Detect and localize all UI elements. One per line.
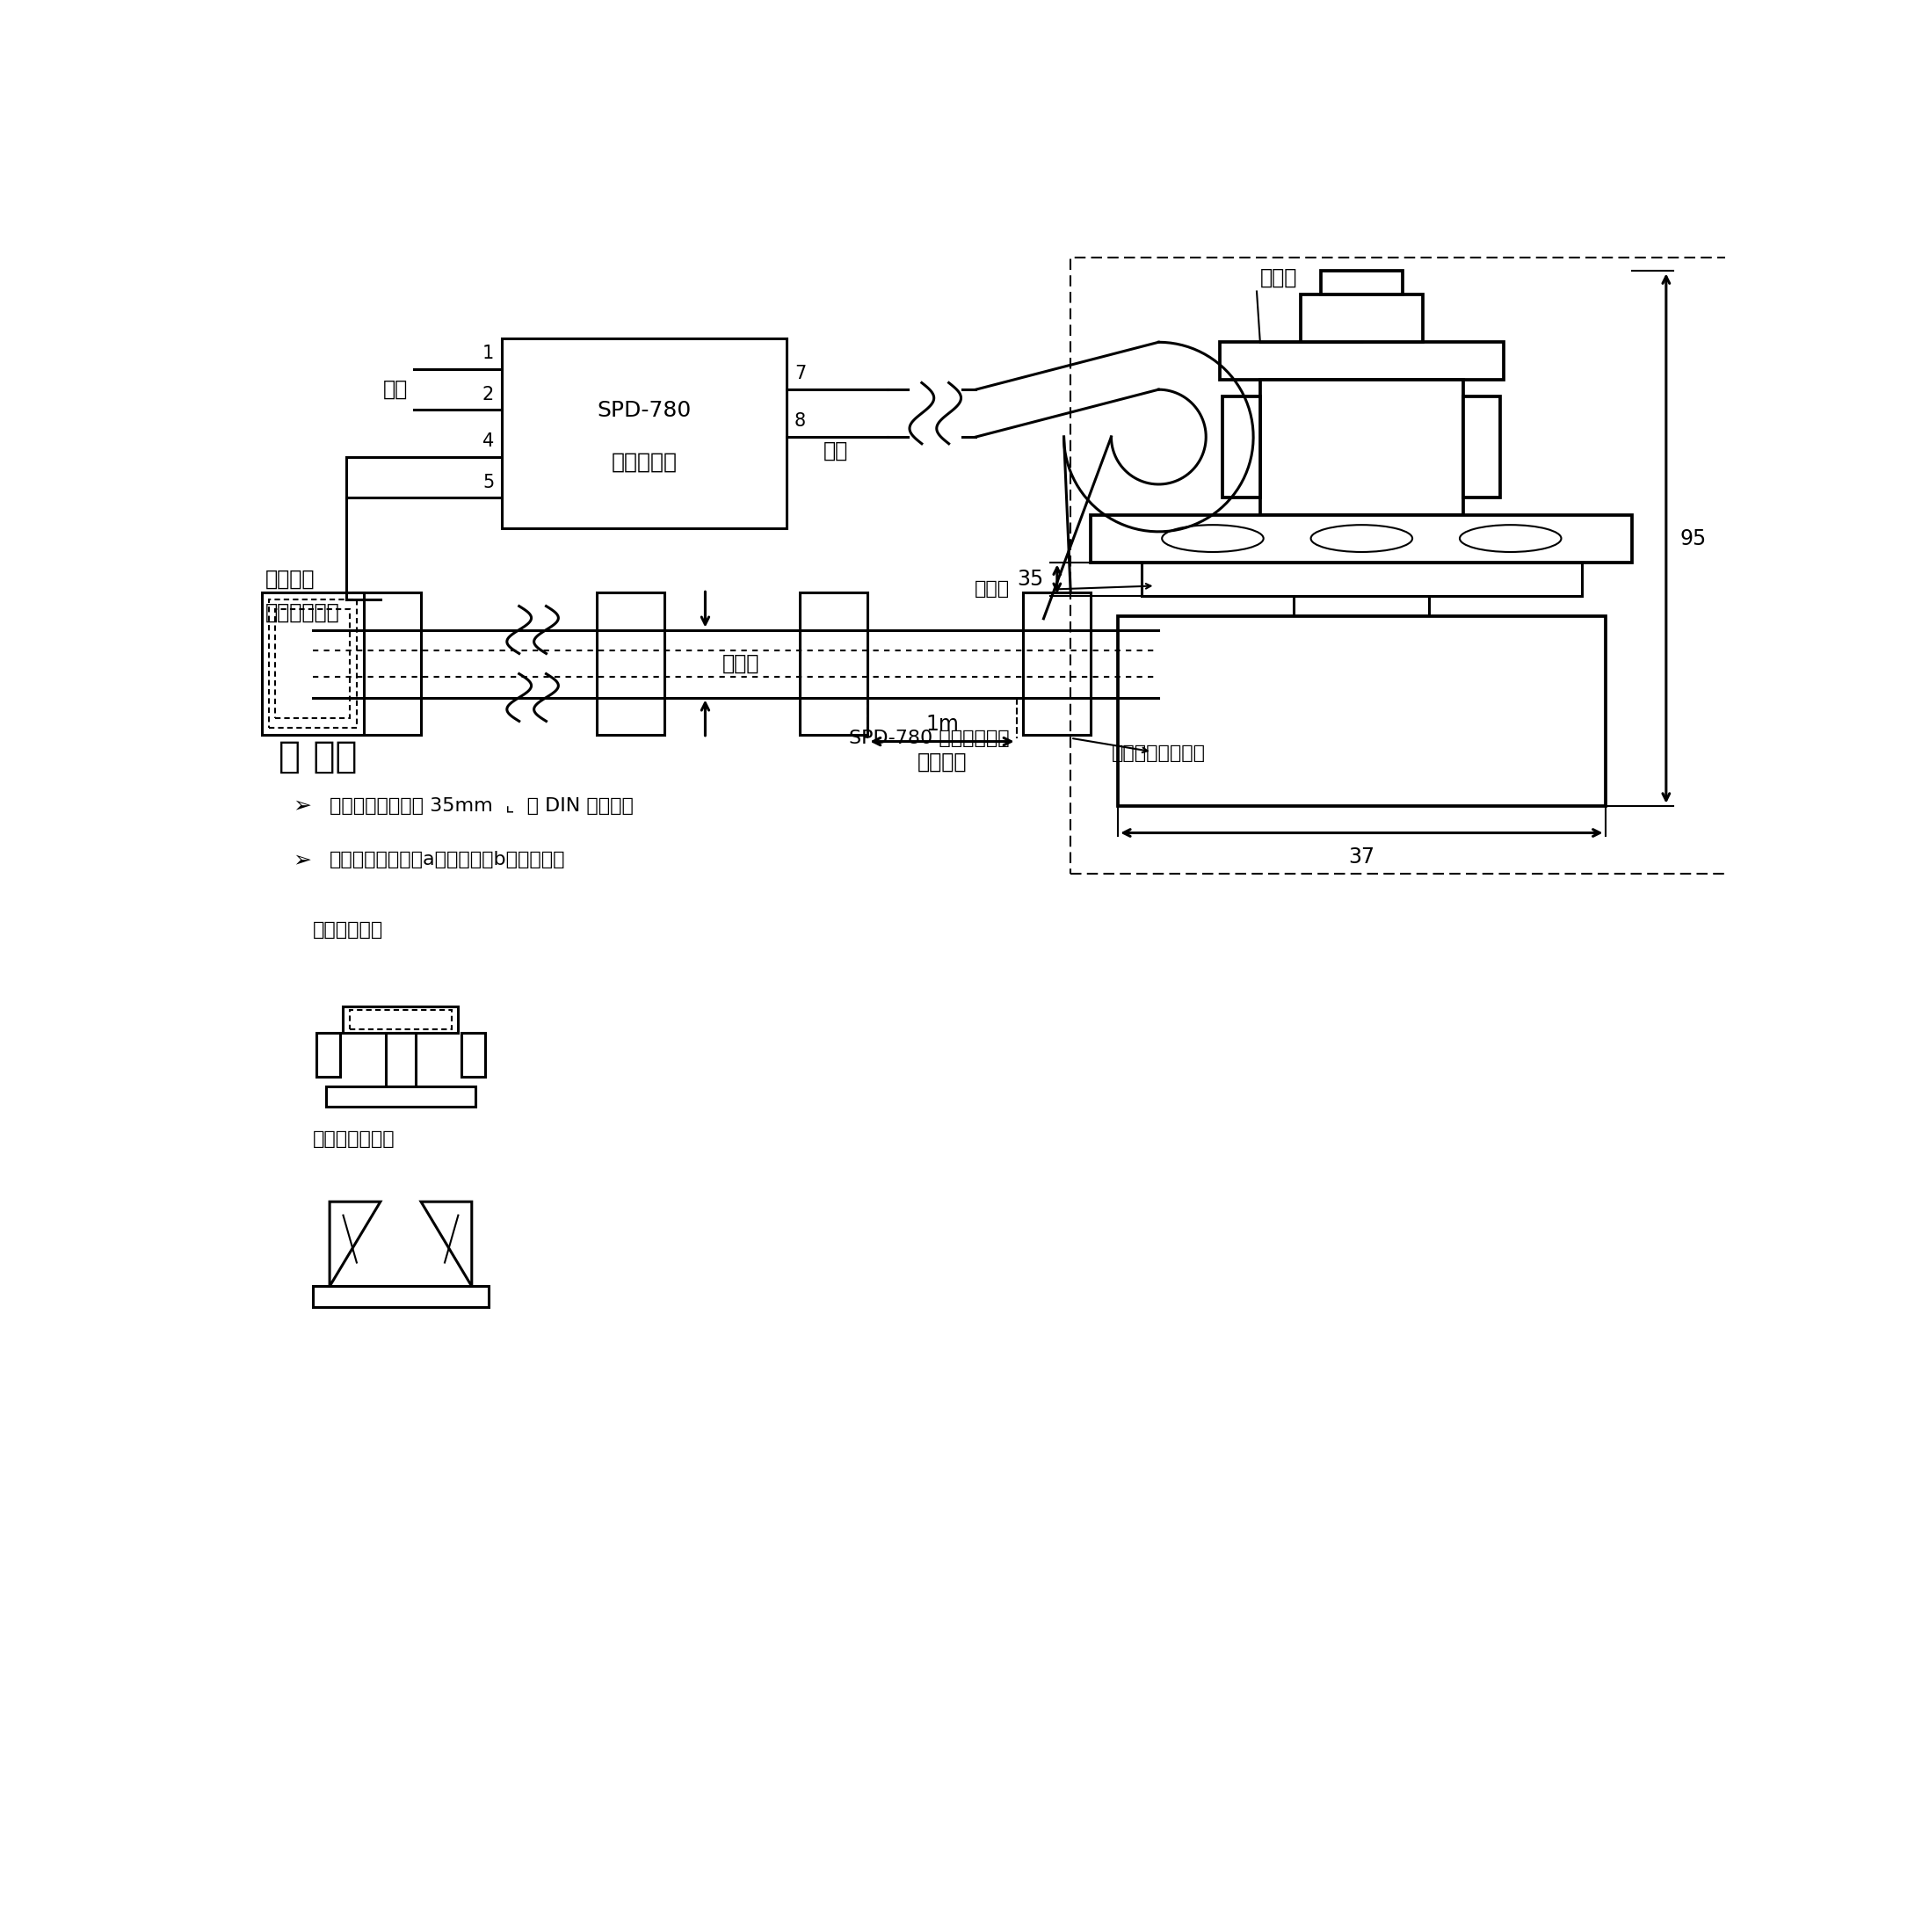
Bar bbox=[502, 338, 786, 527]
Bar bbox=[1294, 595, 1430, 616]
Bar bbox=[344, 1007, 457, 1032]
Text: 35: 35 bbox=[1017, 568, 1044, 589]
Text: 水浸适配器: 水浸适配器 bbox=[611, 452, 677, 473]
Text: 5: 5 bbox=[482, 473, 494, 491]
Text: 检测线: 检测线 bbox=[723, 653, 759, 674]
Text: SPD-780: SPD-780 bbox=[598, 400, 692, 421]
Bar bbox=[800, 593, 867, 734]
Text: 双面胶夹示意图: 双面胶夹示意图 bbox=[313, 1130, 396, 1148]
Bar bbox=[315, 1032, 340, 1076]
Bar bbox=[354, 593, 421, 734]
Text: SPD-780 水浸适配器底: SPD-780 水浸适配器底 bbox=[850, 728, 1009, 748]
Text: ➢: ➢ bbox=[292, 850, 311, 871]
Bar bbox=[1463, 396, 1501, 498]
Bar bbox=[461, 1032, 484, 1076]
Bar bbox=[1023, 593, 1092, 734]
Bar bbox=[598, 593, 665, 734]
Text: 开关量输入端: 开关量输入端 bbox=[265, 603, 340, 622]
Bar bbox=[327, 1086, 475, 1107]
Bar bbox=[313, 1287, 488, 1306]
Bar bbox=[269, 599, 357, 728]
Text: 2: 2 bbox=[482, 386, 494, 404]
Text: 安装夹示意图: 安装夹示意图 bbox=[313, 922, 382, 939]
Bar bbox=[1219, 342, 1503, 379]
Text: 4: 4 bbox=[482, 433, 494, 450]
Text: 1: 1 bbox=[482, 346, 494, 363]
Bar bbox=[1261, 379, 1463, 514]
Ellipse shape bbox=[1311, 526, 1413, 553]
Text: 1m: 1m bbox=[924, 713, 959, 734]
Text: 标准配置: 标准配置 bbox=[917, 752, 967, 773]
Text: 检测线安装方式：a、安装夹；b、双面胶夹: 检测线安装方式：a、安装夹；b、双面胶夹 bbox=[331, 852, 565, 869]
Text: ➢: ➢ bbox=[292, 796, 311, 817]
Text: 安 装：: 安 装： bbox=[279, 738, 357, 775]
Bar bbox=[1222, 396, 1261, 498]
Bar bbox=[275, 609, 350, 719]
Bar bbox=[350, 1010, 452, 1030]
Text: 95: 95 bbox=[1680, 527, 1707, 549]
Text: 输入: 输入 bbox=[825, 440, 848, 462]
Bar bbox=[1142, 562, 1582, 595]
Polygon shape bbox=[421, 1202, 471, 1287]
Polygon shape bbox=[331, 1202, 381, 1287]
Bar bbox=[386, 1032, 415, 1086]
Bar bbox=[1071, 257, 1734, 873]
Text: 37: 37 bbox=[1349, 846, 1374, 867]
Ellipse shape bbox=[1459, 526, 1561, 553]
Text: 电源: 电源 bbox=[382, 379, 407, 400]
Bar bbox=[261, 593, 363, 734]
Bar bbox=[1092, 514, 1632, 562]
Bar bbox=[1119, 616, 1605, 806]
Text: 适配器安装示意图: 适配器安装示意图 bbox=[1111, 746, 1205, 763]
Text: 连接主机: 连接主机 bbox=[265, 568, 315, 589]
Text: 7: 7 bbox=[794, 365, 805, 383]
Bar bbox=[1301, 296, 1422, 342]
Text: 信号线: 信号线 bbox=[1261, 267, 1297, 288]
Text: 8: 8 bbox=[794, 413, 805, 431]
Text: 导轨槽: 导轨槽 bbox=[974, 580, 1009, 599]
Text: 适配器固定在标准 35mm  ⌞  型 DIN 导轨槽。: 适配器固定在标准 35mm ⌞ 型 DIN 导轨槽。 bbox=[331, 798, 634, 815]
Ellipse shape bbox=[1163, 526, 1263, 553]
Bar bbox=[1320, 270, 1403, 296]
